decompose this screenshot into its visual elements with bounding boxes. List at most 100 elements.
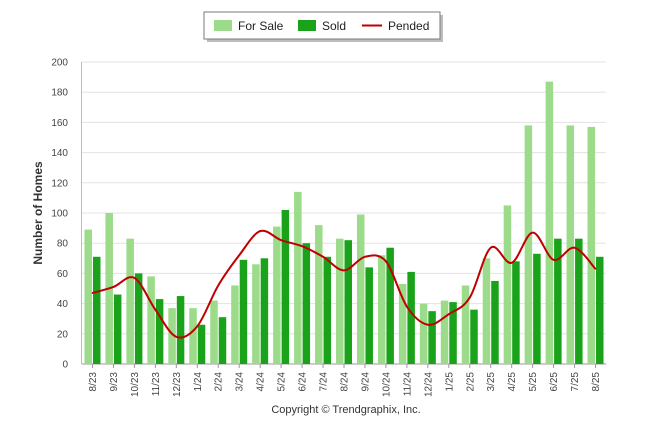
x-tick-label-2-24: 2/24 [214, 372, 225, 392]
point-pended-7-24 [322, 255, 324, 258]
x-tick-label-9-24: 9/24 [360, 372, 371, 392]
x-tick-label-4-25: 4/25 [507, 372, 518, 392]
bar-sold-1-24 [197, 324, 206, 364]
bar-sold-2-24 [218, 317, 227, 364]
legend-label-pended: Pended [388, 19, 429, 33]
point-pended-8-23 [91, 292, 94, 294]
bar-sold-1-25 [449, 302, 457, 364]
point-pended-1-25 [448, 313, 450, 315]
bar-sold-7-24 [323, 256, 332, 364]
y-tick-label-180: 180 [51, 88, 68, 99]
point-pended-5-24 [280, 239, 282, 241]
point-pended-2-24 [217, 284, 220, 287]
point-pended-12-23 [175, 336, 178, 338]
legend-swatch-for-sale [214, 20, 232, 31]
legend-label-sold: Sold [322, 19, 346, 33]
y-tick-label-0: 0 [62, 360, 68, 371]
x-tick-label-8-24: 8/24 [340, 372, 351, 392]
legend-swatch-sold [298, 20, 316, 31]
point-pended-9-23 [112, 286, 115, 288]
bar-sold-4-24 [260, 258, 269, 364]
bar-sold-8-23 [92, 256, 101, 364]
bar-for-sale-4-25 [503, 205, 512, 364]
bar-for-sale-1-24 [189, 308, 197, 364]
y-tick-label-20: 20 [57, 329, 69, 340]
y-tick-label-40: 40 [57, 299, 69, 310]
bar-sold-11-23 [155, 299, 164, 364]
legend: For Sale Sold Pended [203, 11, 443, 42]
bar-for-sale-10-23 [126, 238, 134, 364]
point-pended-8-25 [594, 268, 597, 270]
point-pended-3-25 [489, 246, 492, 249]
bar-sold-9-24 [365, 267, 373, 364]
x-tick-label-4-24: 4/24 [256, 372, 267, 392]
x-tick-label-10-24: 10/24 [381, 372, 392, 397]
y-tick-label-100: 100 [51, 209, 68, 220]
bar-sold-8-25 [596, 256, 604, 364]
x-tick-label-2-25: 2/25 [465, 372, 476, 392]
x-tick-label-9-23: 9/23 [109, 372, 120, 392]
point-pended-7-25 [573, 246, 576, 249]
bar-sold-11-24 [407, 271, 415, 364]
bar-for-sale-12-23 [168, 308, 176, 364]
line-layer [91, 229, 597, 339]
bar-for-sale-4-24 [252, 264, 260, 364]
y-axis-title: Number of Homes [31, 161, 45, 265]
bar-for-sale-3-25 [482, 258, 491, 364]
x-tick-label-1-24: 1/24 [193, 372, 204, 392]
bar-for-sale-6-25 [545, 81, 554, 364]
bar-for-sale-2-25 [461, 285, 470, 364]
bar-for-sale-8-24 [336, 238, 344, 364]
bar-for-sale-1-25 [440, 300, 449, 364]
bar-for-sale-11-23 [147, 276, 155, 364]
bar-sold-2-25 [470, 309, 478, 364]
bar-sold-12-23 [176, 296, 185, 364]
point-pended-4-25 [510, 262, 513, 264]
x-tick-label-11-23: 11/23 [151, 372, 162, 397]
bar-for-sale-7-24 [315, 225, 323, 364]
bar-for-sale-8-25 [587, 126, 596, 365]
point-pended-3-24 [238, 254, 240, 257]
point-pended-1-24 [196, 325, 199, 328]
bar-for-sale-2-24 [210, 300, 218, 364]
bar-sold-3-24 [239, 259, 248, 364]
bar-for-sale-3-24 [231, 285, 239, 364]
x-tick-label-7-24: 7/24 [319, 372, 330, 392]
x-tick-label-8-25: 8/25 [591, 372, 602, 392]
bar-sold-5-24 [281, 209, 290, 364]
bar-sold-6-25 [554, 238, 562, 364]
bar-sold-8-24 [344, 240, 352, 364]
x-tick-label-1-25: 1/25 [444, 372, 455, 392]
point-pended-12-24 [427, 323, 429, 326]
x-tick-label-5-25: 5/25 [528, 372, 539, 392]
point-pended-6-25 [552, 259, 555, 261]
bar-layer [84, 81, 604, 365]
y-tick-label-80: 80 [57, 239, 69, 250]
bar-for-sale-10-24 [377, 255, 386, 364]
y-tick-label-160: 160 [51, 118, 68, 129]
x-tick-label-3-25: 3/25 [486, 372, 497, 392]
bar-sold-5-25 [533, 253, 541, 364]
axis-layer: 0 20 40 60 80 100 120 140 160 180 200 8/23 9/23 10/23… [51, 58, 602, 398]
point-pended-2-25 [468, 296, 471, 299]
y-tick-label-60: 60 [57, 269, 69, 280]
x-tick-label-12-24: 12/24 [423, 372, 434, 397]
point-pended-6-24 [301, 245, 303, 248]
point-pended-10-23 [133, 277, 136, 279]
x-tick-label-11-24: 11/24 [402, 372, 413, 397]
x-tick-label-7-25: 7/25 [570, 372, 581, 392]
x-tick-label-12-23: 12/23 [172, 372, 183, 397]
legend-box [203, 11, 441, 40]
bar-sold-10-23 [134, 273, 143, 364]
bar-for-sale-11-24 [398, 283, 407, 364]
point-pended-11-23 [154, 308, 157, 311]
x-tick-label-6-24: 6/24 [298, 372, 309, 392]
point-pended-11-24 [406, 305, 408, 308]
bar-for-sale-7-25 [566, 125, 575, 364]
x-tick-label-6-25: 6/25 [549, 372, 560, 392]
point-pended-5-25 [531, 231, 534, 234]
point-pended-10-24 [385, 260, 387, 263]
bar-sold-12-24 [428, 311, 436, 364]
